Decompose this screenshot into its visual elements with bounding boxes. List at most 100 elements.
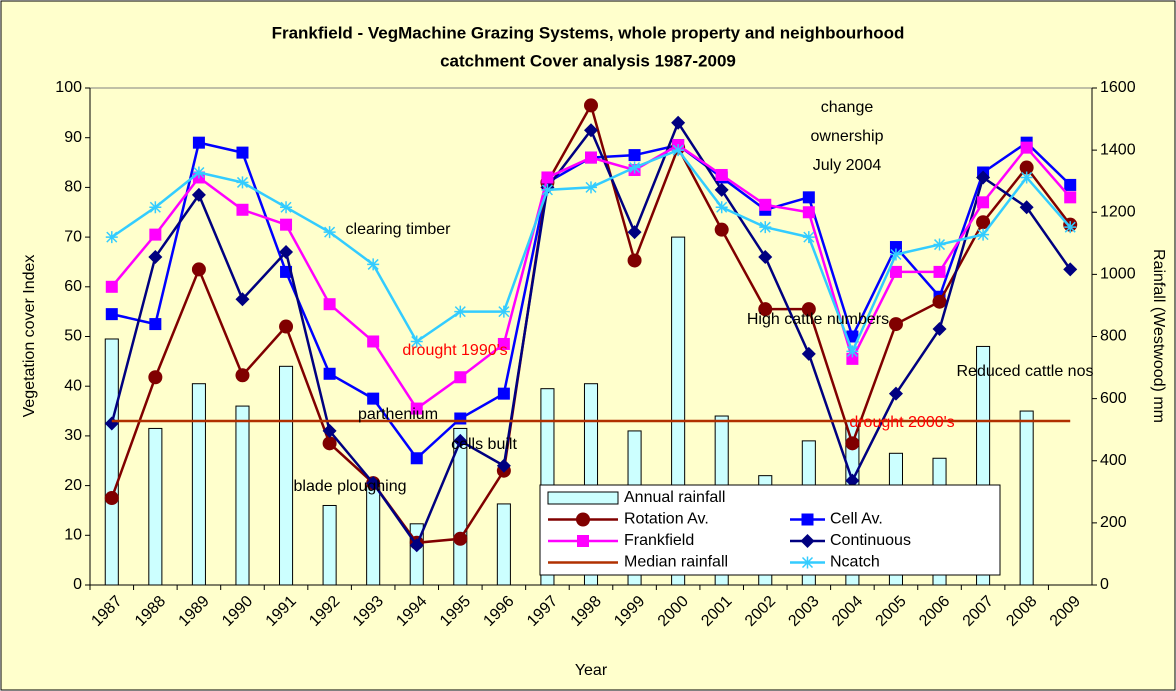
y-tick-label: 0 xyxy=(73,576,82,593)
marker xyxy=(845,473,860,488)
marker xyxy=(976,170,991,185)
marker xyxy=(933,238,946,251)
y2-tick-label: 0 xyxy=(1100,576,1109,593)
marker xyxy=(541,171,554,184)
marker xyxy=(454,305,467,318)
marker xyxy=(453,531,468,546)
marker xyxy=(977,228,990,241)
y2-axis-label: Rainfall (Westwood) mm xyxy=(1150,249,1167,423)
legend-label: Cell Av. xyxy=(830,511,883,528)
legend-label: Median rainfall xyxy=(624,554,728,571)
bar xyxy=(366,485,381,586)
marker xyxy=(322,436,337,451)
marker xyxy=(846,352,859,365)
bar xyxy=(496,503,511,586)
marker xyxy=(497,337,510,350)
marker xyxy=(453,433,468,448)
annotation: drought 1990's xyxy=(402,342,507,359)
marker xyxy=(236,146,249,159)
marker xyxy=(585,151,597,164)
marker xyxy=(1064,221,1077,234)
marker xyxy=(279,245,294,260)
marker xyxy=(497,387,510,400)
marker xyxy=(236,203,249,216)
annotation: clearing timber xyxy=(346,221,452,238)
marker xyxy=(191,187,206,202)
marker xyxy=(976,215,991,230)
marker xyxy=(802,206,815,219)
marker xyxy=(148,370,163,385)
marker xyxy=(628,149,641,162)
bar xyxy=(1019,410,1034,586)
y-tick-label: 80 xyxy=(64,179,82,196)
legend-label: Continuous xyxy=(830,532,911,549)
marker xyxy=(1064,191,1077,204)
annotation: blade ploughing xyxy=(294,478,407,495)
annotation: drought 2000's xyxy=(849,414,954,431)
y-tick-label: 70 xyxy=(64,228,82,245)
marker xyxy=(801,346,816,361)
y-tick-label: 40 xyxy=(64,377,82,394)
y2-tick-label: 1200 xyxy=(1100,203,1136,220)
marker xyxy=(627,253,642,268)
legend-swatch xyxy=(547,491,619,505)
chart-title: catchment Cover analysis 1987-2009 xyxy=(440,51,736,70)
marker xyxy=(366,476,381,491)
marker xyxy=(1019,200,1034,215)
marker xyxy=(454,412,467,425)
bar xyxy=(279,365,294,586)
marker xyxy=(322,423,337,438)
marker xyxy=(410,452,423,465)
marker xyxy=(148,249,163,264)
y-tick-label: 90 xyxy=(64,129,82,146)
y-tick-label: 100 xyxy=(55,79,82,96)
marker xyxy=(758,249,773,264)
marker xyxy=(192,136,205,149)
marker xyxy=(888,317,903,332)
marker xyxy=(149,228,162,241)
marker xyxy=(715,168,728,181)
marker xyxy=(759,198,772,211)
marker xyxy=(577,535,589,547)
y-tick-label: 60 xyxy=(64,278,82,295)
y-tick-label: 30 xyxy=(64,427,82,444)
marker xyxy=(889,265,902,278)
marker xyxy=(576,512,590,527)
legend-label: Rotation Av. xyxy=(624,511,709,528)
marker xyxy=(800,534,815,548)
marker xyxy=(845,436,860,451)
marker xyxy=(802,231,815,244)
y2-tick-label: 600 xyxy=(1100,390,1127,407)
marker xyxy=(192,166,205,179)
y2-tick-label: 1400 xyxy=(1100,141,1136,158)
marker xyxy=(323,298,336,311)
marker xyxy=(671,115,686,130)
y2-tick-label: 800 xyxy=(1100,328,1127,345)
marker xyxy=(367,392,380,405)
annotation: parthenium xyxy=(358,406,438,423)
marker xyxy=(367,258,380,271)
marker xyxy=(932,322,947,337)
marker xyxy=(323,226,336,239)
marker xyxy=(410,335,423,348)
y-tick-label: 50 xyxy=(64,328,82,345)
marker xyxy=(105,231,118,244)
bar xyxy=(235,405,250,586)
annotation: July 2004 xyxy=(813,157,882,174)
annotation: High cattle numbers xyxy=(747,311,889,328)
y-tick-label: 10 xyxy=(64,527,82,544)
marker xyxy=(933,265,946,278)
marker xyxy=(584,123,598,138)
marker xyxy=(541,183,554,196)
legend-label: Frankfield xyxy=(624,532,694,549)
marker xyxy=(1064,178,1077,191)
marker xyxy=(496,458,511,473)
x-axis-label: Year xyxy=(575,662,608,679)
marker xyxy=(584,98,598,113)
marker xyxy=(802,191,815,204)
marker xyxy=(149,318,162,331)
legend-label: Annual rainfall xyxy=(624,489,725,506)
y2-tick-label: 200 xyxy=(1100,514,1127,531)
marker xyxy=(759,221,772,234)
